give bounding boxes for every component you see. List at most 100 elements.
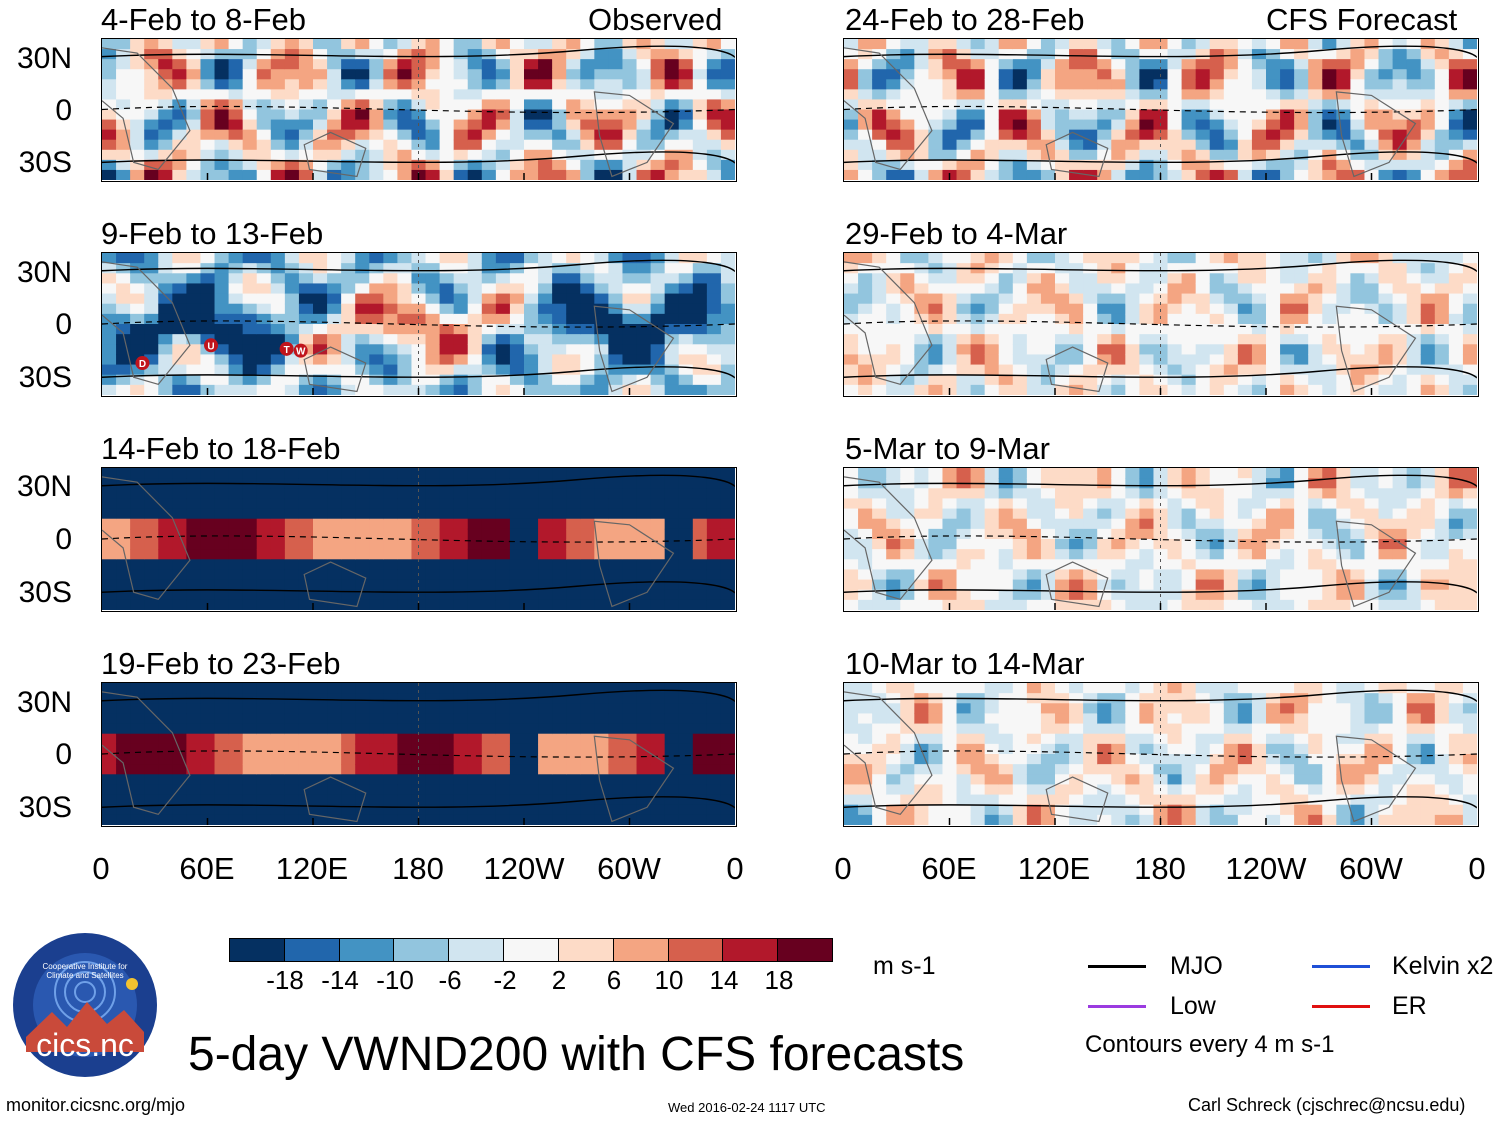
heat-cell xyxy=(284,468,300,479)
heat-cell xyxy=(580,589,595,601)
heat-cell xyxy=(664,324,680,335)
heat-cell xyxy=(1195,59,1211,70)
heat-cell xyxy=(425,804,441,816)
heat-cell xyxy=(1420,109,1436,121)
heat-cell xyxy=(298,589,314,601)
heat-cell xyxy=(1111,283,1126,295)
heat-cell xyxy=(622,69,638,80)
heat-cell xyxy=(495,324,511,335)
heat-cell xyxy=(411,149,427,161)
heat-cell xyxy=(186,754,202,765)
heat-cell xyxy=(284,334,300,345)
heat-cell xyxy=(481,693,497,704)
heat-cell xyxy=(1378,539,1394,550)
heat-cell xyxy=(1237,754,1253,765)
heat-cell xyxy=(942,119,958,131)
heat-cell xyxy=(622,109,638,121)
heat-cell xyxy=(970,764,986,775)
heat-cell xyxy=(1097,109,1112,121)
heat-cell xyxy=(1111,354,1126,366)
heat-cell xyxy=(116,313,131,325)
heat-cell xyxy=(692,774,708,786)
heat-cell xyxy=(256,794,272,806)
heat-cell xyxy=(524,334,539,345)
heat-cell xyxy=(538,599,553,610)
heat-cell xyxy=(397,703,413,715)
heat-cell xyxy=(664,344,680,356)
heat-cell xyxy=(664,109,680,121)
heat-cell xyxy=(327,528,342,540)
heat-cell xyxy=(102,478,117,489)
heat-cell xyxy=(942,528,958,540)
heat-cell xyxy=(1378,354,1394,366)
heat-cell xyxy=(130,99,145,111)
heat-cell xyxy=(1266,508,1281,520)
heat-cell xyxy=(270,324,286,335)
heat-cell xyxy=(200,743,216,755)
heat-cell xyxy=(594,814,609,825)
heat-cell xyxy=(369,364,384,376)
heat-cell xyxy=(425,539,441,550)
heat-cell xyxy=(1322,89,1337,101)
heat-cell xyxy=(1195,273,1211,285)
heat-cell xyxy=(481,49,497,60)
heat-cell xyxy=(1195,743,1211,755)
mjo-contour xyxy=(102,366,735,379)
heat-cell xyxy=(1223,743,1239,755)
heat-cell xyxy=(397,713,413,725)
heat-cell xyxy=(942,723,958,735)
heat-cell xyxy=(566,129,581,141)
heat-cell xyxy=(186,293,202,305)
heat-cell xyxy=(1378,599,1394,610)
heat-cell xyxy=(1083,549,1098,560)
heat-cell xyxy=(956,713,972,725)
heat-cell xyxy=(1280,119,1295,131)
heat-cell xyxy=(1181,488,1197,500)
heat-cell xyxy=(313,559,328,571)
heat-cell xyxy=(144,794,159,806)
heat-cell xyxy=(664,374,680,386)
heat-cell xyxy=(481,283,497,295)
heat-cell xyxy=(1181,794,1197,806)
heat-cell xyxy=(270,468,286,479)
heat-cell xyxy=(509,589,525,601)
heat-cell xyxy=(1012,354,1028,366)
heat-cell xyxy=(664,794,680,806)
panel-svg xyxy=(844,683,1477,825)
heat-cell xyxy=(524,313,539,325)
heat-cell xyxy=(481,303,497,315)
heat-cell xyxy=(1434,549,1450,560)
heat-cell xyxy=(928,139,944,151)
heat-cell xyxy=(383,159,398,171)
heat-cell xyxy=(1223,559,1239,571)
heat-cell xyxy=(116,293,131,305)
heat-cell xyxy=(720,334,735,345)
heat-cell xyxy=(130,528,145,540)
heat-cell xyxy=(411,559,427,571)
heat-cell xyxy=(1266,384,1281,395)
heat-cell xyxy=(1462,589,1477,601)
heat-cell xyxy=(144,159,159,171)
heat-cell xyxy=(144,733,159,745)
heat-cell xyxy=(998,253,1014,264)
heat-cell xyxy=(580,49,595,60)
heat-cell xyxy=(1336,273,1351,285)
heat-cell xyxy=(1040,468,1056,479)
heat-cell xyxy=(116,89,131,101)
heat-cell xyxy=(1055,384,1070,395)
heat-cell xyxy=(397,723,413,735)
heat-cell xyxy=(970,364,986,376)
heat-cell xyxy=(102,283,117,295)
heat-cell xyxy=(453,273,469,285)
heat-cell xyxy=(397,743,413,755)
heat-cell xyxy=(1223,784,1239,796)
heat-cell xyxy=(1167,253,1183,264)
heat-cell xyxy=(1251,273,1267,285)
heat-cell xyxy=(298,559,314,571)
heat-cell xyxy=(872,273,887,285)
heat-cell xyxy=(914,774,929,786)
heat-cell xyxy=(1308,283,1323,295)
heat-cell xyxy=(914,549,929,560)
heat-cell xyxy=(495,99,511,111)
heat-cell xyxy=(998,354,1014,366)
